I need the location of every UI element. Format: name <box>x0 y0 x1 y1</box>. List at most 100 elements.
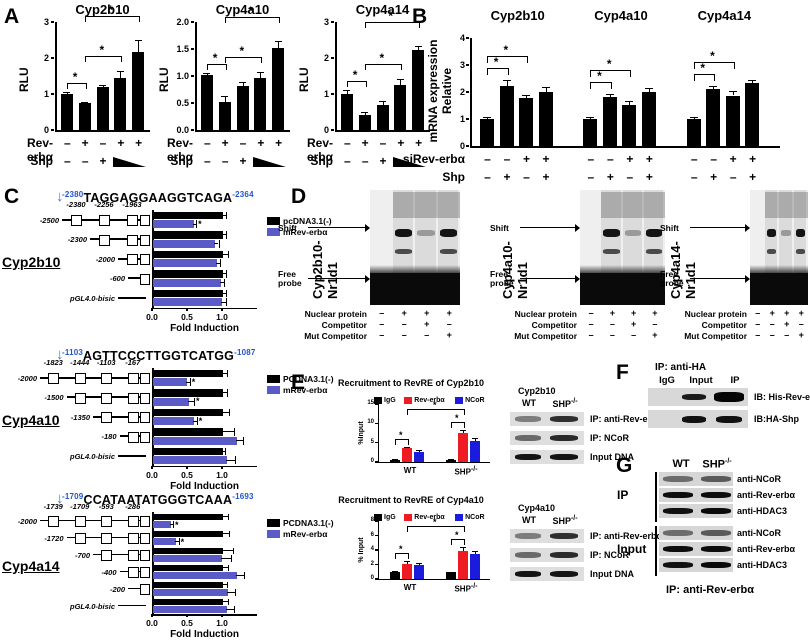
error-cap-blue <box>189 378 191 386</box>
panel-f-blot-row-label: IB:HA-Shp <box>754 414 799 424</box>
gel-minor-band <box>645 249 662 254</box>
panel-e-blot-row-label: IP: NCoR <box>590 433 629 443</box>
panel-c-construct-label: -200 <box>109 584 125 594</box>
panel-a-rev-sign: + <box>221 136 229 150</box>
legend-swatch <box>404 397 413 405</box>
legend-swatch <box>267 216 280 225</box>
panel-c-gene-name: Cyp4a10 <box>2 411 60 428</box>
error-bar <box>224 95 226 102</box>
construct-reporter-box <box>140 533 150 544</box>
panel-b-si-sign: – <box>710 152 717 166</box>
error-cap-blue <box>243 436 244 445</box>
panel-c-construct-label: -2000 <box>17 373 37 383</box>
sig-star: * <box>503 42 509 57</box>
panel-b-si-sign: + <box>645 152 653 166</box>
bar-pcdna <box>153 211 223 220</box>
panel-d-sign: + <box>652 330 658 340</box>
shift-arrow-head-icon <box>745 223 750 232</box>
panel-e-legend-item: IgG <box>374 392 396 410</box>
panel-f-ip-title: IP: anti-HA <box>655 362 707 373</box>
panel-a-row-label-shp: Shp <box>170 154 193 168</box>
error-bar <box>138 40 140 52</box>
gel-shift-label: Shift <box>660 223 679 233</box>
error-bar <box>463 429 464 434</box>
gel-shift-band <box>645 229 662 237</box>
seq-end-pos: -2364 <box>232 190 254 199</box>
y-tick-label: 1.5 <box>176 44 189 54</box>
panel-d-sign: – <box>424 330 430 340</box>
error-cap <box>644 87 653 89</box>
error-cap-black <box>226 289 228 298</box>
sig-star: * <box>433 399 437 410</box>
shift-arrow-line <box>690 227 749 229</box>
construct-line <box>93 553 146 556</box>
error-bar-blue <box>225 459 235 461</box>
panel-c-legend-item: mRev-erbα <box>267 381 327 399</box>
error-cap-blue <box>233 606 235 613</box>
panel-d-sign: – <box>401 319 407 329</box>
panel-a-rev-sign: – <box>343 136 351 150</box>
panel-a-rev-sign: + <box>117 136 125 150</box>
free-probe-arrow-head-icon <box>575 274 580 283</box>
bar-mrev-erba <box>153 239 215 248</box>
panel-a-rev-sign: – <box>379 136 387 150</box>
panel-c-site-label: -286 <box>125 502 141 511</box>
sig-star: * <box>99 42 105 57</box>
error-bar <box>418 46 420 51</box>
bar-pcdna <box>153 447 223 456</box>
construct-line <box>118 604 146 607</box>
y-tick-label: 1 <box>459 114 465 124</box>
gel-image <box>370 190 460 305</box>
error-cap <box>63 92 71 94</box>
panel-d-sign: + <box>446 308 452 318</box>
y-tick-mark <box>191 48 194 50</box>
x-tick-label: 0.5 <box>181 469 193 480</box>
bar <box>402 448 412 462</box>
bar <box>725 95 740 146</box>
bar <box>394 84 407 130</box>
construct-line <box>93 415 146 418</box>
gel-image <box>750 190 808 305</box>
gel-faint-band <box>781 230 791 236</box>
y-tick-mark <box>51 93 54 95</box>
construct-rev-re-box <box>101 516 113 527</box>
x-axis-label: Fold Induction <box>170 322 239 334</box>
panel-c-construct-label: -600 <box>109 274 125 284</box>
gel-shift-band <box>394 229 412 237</box>
bar <box>390 572 400 579</box>
legend-swatch <box>267 385 280 394</box>
error-cap <box>274 41 282 43</box>
error-cap-black <box>226 211 228 220</box>
error-cap-black <box>224 447 226 456</box>
legend-label: Rev-erbα <box>414 397 445 405</box>
bar <box>583 119 598 146</box>
panel-c-legend-item: mRev-erbα <box>267 525 327 543</box>
construct-rev-re-box <box>101 392 113 404</box>
error-cap-blue <box>178 538 180 545</box>
blot-strip <box>510 412 584 426</box>
y-axis-label-line1: Relative <box>440 67 454 115</box>
gel-free-probe-label-1: Free <box>278 269 296 279</box>
error-bar <box>364 112 366 116</box>
blot-band <box>663 476 693 482</box>
sig-star: * <box>108 3 114 17</box>
bar-pcdna <box>153 564 223 571</box>
error-bar-blue <box>213 243 219 245</box>
panel-e-blot-title: Cyp2b10 <box>518 386 556 396</box>
panel-letter-a: A <box>4 5 20 28</box>
chart-title: Cyp4a10 <box>215 2 270 17</box>
error-bar-black <box>222 533 229 535</box>
construct-rev-re-box <box>74 392 86 404</box>
bar-mrev-erba <box>153 538 177 545</box>
error-cap-black <box>226 270 228 278</box>
shift-arrow-line <box>520 227 579 229</box>
bar-mrev-erba <box>153 521 172 528</box>
error-cap <box>414 46 422 48</box>
panel-e-legend-item: NCoR <box>455 392 485 410</box>
error-bar <box>648 87 650 92</box>
error-bar-blue <box>226 608 234 610</box>
shift-arrow-head-icon <box>575 223 580 232</box>
gel-image <box>580 190 665 305</box>
sig-star: * <box>388 9 394 24</box>
panel-a-shp-sign: – <box>221 154 229 168</box>
